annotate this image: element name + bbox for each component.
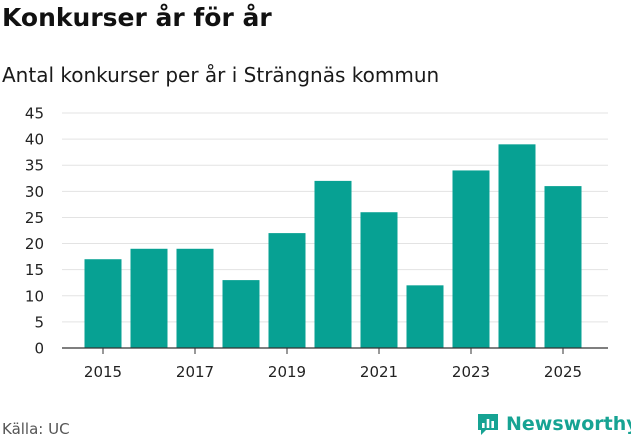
- bar-2021[interactable]: [360, 212, 398, 348]
- y-tick-label: 45: [25, 105, 44, 123]
- bar-2022[interactable]: [406, 285, 444, 348]
- x-tick-label: 2025: [544, 363, 582, 381]
- y-tick-label: 25: [25, 209, 44, 227]
- y-axis-ticks: 0 5 10 15 20 25 30 35 40 45: [25, 105, 44, 358]
- brand-name: Newsworthy: [506, 413, 631, 435]
- bar-2020[interactable]: [314, 180, 352, 348]
- newsworthy-logo-icon: [478, 414, 498, 435]
- source-note: Källa: UC: [2, 420, 70, 438]
- x-tick-label: 2021: [360, 363, 398, 381]
- bar-2016[interactable]: [130, 248, 168, 348]
- y-tick-label: 40: [25, 131, 44, 149]
- y-tick-label: 35: [25, 157, 44, 175]
- chart-subtitle: Antal konkurser per år i Strängnäs kommu…: [2, 63, 440, 87]
- chart-title: Konkurser år för år: [2, 3, 272, 32]
- bar-2019[interactable]: [268, 233, 306, 348]
- y-tick-label: 20: [25, 235, 44, 253]
- y-tick-label: 15: [25, 261, 44, 279]
- y-tick-label: 10: [25, 287, 44, 305]
- newsworthy-brand[interactable]: Newsworthy: [476, 410, 631, 438]
- x-tick-label: 2023: [452, 363, 490, 381]
- bar-2017[interactable]: [176, 248, 214, 348]
- x-tick-label: 2015: [84, 363, 122, 381]
- bar-2015[interactable]: [84, 259, 122, 348]
- bar-2023[interactable]: [452, 170, 490, 348]
- y-tick-label: 30: [25, 183, 44, 201]
- bar-2024[interactable]: [498, 144, 536, 348]
- x-tick-label: 2017: [176, 363, 214, 381]
- x-axis-ticks: 2015 2017 2019 2021 2023 2025: [84, 348, 582, 381]
- x-tick-label: 2019: [268, 363, 306, 381]
- bars: [84, 144, 582, 348]
- bar-2018[interactable]: [222, 280, 260, 348]
- y-tick-label: 5: [34, 313, 44, 331]
- bar-2025[interactable]: [544, 186, 582, 348]
- y-tick-label: 0: [34, 340, 44, 358]
